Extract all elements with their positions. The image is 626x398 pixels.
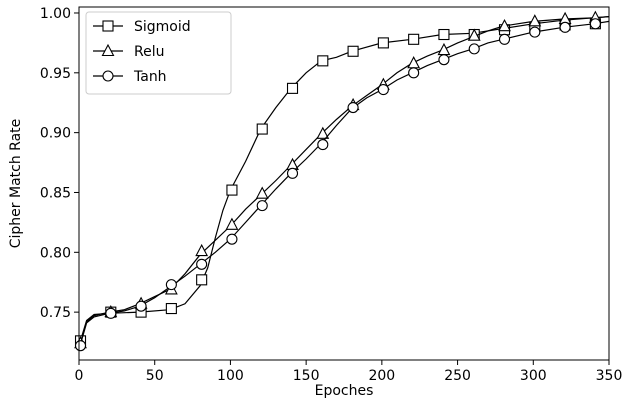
x-tick-label: 300 bbox=[520, 368, 547, 384]
data-point-sigmoid bbox=[165, 302, 177, 315]
data-point-relu bbox=[498, 18, 511, 32]
y-tick-label: 0.80 bbox=[40, 245, 71, 261]
y-tick-label: 0.75 bbox=[40, 305, 71, 321]
data-point-tanh bbox=[226, 233, 238, 245]
x-tick-label: 150 bbox=[293, 368, 320, 384]
data-point-sigmoid bbox=[286, 82, 299, 94]
data-point-relu bbox=[225, 217, 239, 230]
y-tick-label: 0.90 bbox=[40, 126, 71, 142]
legend-marker-tanh bbox=[102, 70, 114, 82]
x-axis-label: Epoches bbox=[315, 383, 374, 398]
data-point-tanh bbox=[317, 139, 329, 151]
x-tick-label: 350 bbox=[596, 368, 623, 384]
y-axis-label: Cipher Match Rate bbox=[8, 119, 24, 249]
data-point-sigmoid bbox=[196, 274, 208, 286]
x-tick-label: 250 bbox=[444, 368, 471, 384]
data-point-tanh bbox=[498, 33, 511, 45]
data-point-tanh bbox=[468, 43, 480, 55]
series-tanh bbox=[74, 18, 610, 352]
x-tick-label: 200 bbox=[368, 368, 395, 384]
data-point-tanh bbox=[589, 18, 601, 30]
y-tick-label: 0.85 bbox=[40, 185, 71, 201]
data-point-relu bbox=[528, 14, 542, 27]
data-point-tanh bbox=[529, 26, 541, 38]
data-point-tanh bbox=[347, 101, 359, 114]
data-point-relu bbox=[437, 42, 451, 56]
data-point-relu bbox=[407, 56, 421, 69]
legend-marker-sigmoid bbox=[102, 20, 114, 32]
data-point-relu bbox=[255, 186, 269, 199]
x-tick-label: 100 bbox=[217, 368, 244, 384]
data-point-sigmoid bbox=[256, 123, 268, 135]
data-point-tanh bbox=[559, 21, 571, 33]
data-point-sigmoid bbox=[377, 37, 389, 49]
data-point-tanh bbox=[438, 54, 450, 66]
data-point-tanh bbox=[377, 84, 389, 96]
data-point-tanh bbox=[165, 279, 177, 291]
data-point-tanh bbox=[286, 167, 299, 179]
x-tick-label: 0 bbox=[75, 368, 84, 384]
legend-box bbox=[85, 11, 232, 95]
ticks-layer: 0 50 100 150 200 250 300 350 0.75 0.80 0.85 0.90 0.9… bbox=[40, 6, 623, 384]
data-point-sigmoid bbox=[408, 33, 420, 45]
series-line-sigmoid bbox=[78, 16, 610, 346]
data-point-relu bbox=[316, 126, 330, 139]
data-point-sigmoid bbox=[347, 45, 359, 57]
series-line-relu bbox=[78, 16, 610, 349]
legend: Sigmoid Relu Tanh bbox=[85, 11, 232, 95]
data-point-relu bbox=[195, 243, 209, 257]
data-point-sigmoid bbox=[317, 55, 329, 67]
data-point-tanh bbox=[74, 340, 87, 352]
y-tick-label: 1.00 bbox=[40, 6, 71, 22]
series-layer bbox=[74, 10, 610, 352]
y-tick-label: 0.95 bbox=[40, 66, 71, 82]
data-point-sigmoid bbox=[438, 28, 450, 41]
x-tick-label: 50 bbox=[146, 368, 164, 384]
legend-label-tanh: Tanh bbox=[133, 69, 167, 85]
data-point-tanh bbox=[256, 200, 268, 212]
series-line-tanh bbox=[78, 20, 610, 350]
data-point-tanh bbox=[135, 300, 147, 312]
data-point-tanh bbox=[196, 258, 208, 270]
legend-label-sigmoid: Sigmoid bbox=[134, 19, 191, 35]
plot-frame bbox=[78, 6, 610, 361]
legend-label-relu: Relu bbox=[134, 44, 164, 60]
data-point-tanh bbox=[408, 67, 420, 79]
legend-marker-relu bbox=[101, 43, 115, 57]
data-point-relu bbox=[467, 28, 481, 41]
data-point-sigmoid bbox=[226, 184, 238, 196]
data-point-tanh bbox=[105, 307, 117, 319]
